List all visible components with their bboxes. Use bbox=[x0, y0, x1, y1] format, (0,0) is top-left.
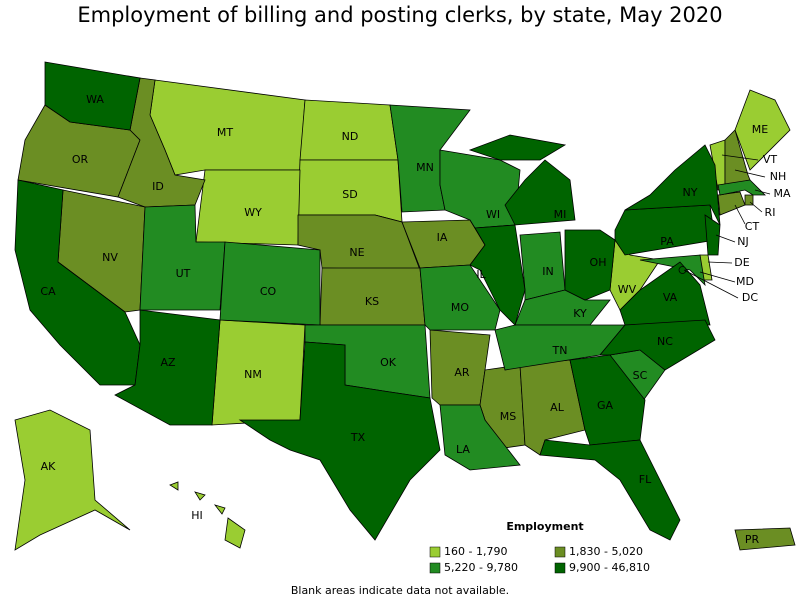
legend-swatch bbox=[554, 546, 566, 558]
state-label: IL bbox=[476, 268, 486, 281]
state-shape bbox=[624, 144, 721, 226]
state-shape bbox=[678, 266, 687, 274]
state-label: MN bbox=[416, 161, 434, 174]
leader-line bbox=[699, 271, 736, 283]
state-label: TX bbox=[350, 431, 366, 444]
state-shape bbox=[469, 224, 526, 326]
state-shape bbox=[439, 149, 521, 229]
state-shape bbox=[44, 61, 141, 131]
state-label: ID bbox=[152, 180, 164, 193]
leader-line bbox=[707, 261, 733, 264]
state-label: VT bbox=[763, 153, 778, 166]
legend-label: 9,900 - 46,810 bbox=[569, 561, 650, 574]
leader-line bbox=[683, 269, 739, 299]
state-label: NM bbox=[244, 368, 262, 381]
state-label: TN bbox=[552, 344, 568, 357]
legend-title: Employment bbox=[506, 520, 583, 533]
legend: 160 - 1,790 1,830 - 5,020 5,220 - 9,780 9,9… bbox=[429, 545, 650, 574]
state-label: NE bbox=[349, 246, 364, 259]
state-label: CA bbox=[40, 285, 56, 298]
state-label: VA bbox=[663, 291, 678, 304]
state-label: CT bbox=[745, 220, 760, 233]
state-label: RI bbox=[765, 206, 776, 219]
state-label: MS bbox=[500, 410, 516, 423]
state-label: ME bbox=[752, 123, 768, 136]
legend-label: 5,220 - 9,780 bbox=[444, 561, 518, 574]
state-label: NV bbox=[102, 251, 118, 264]
state-label: MA bbox=[773, 187, 790, 200]
state-label: PA bbox=[660, 235, 674, 248]
state-shape bbox=[599, 319, 716, 371]
state-label: AL bbox=[550, 401, 565, 414]
state-label: NY bbox=[683, 186, 698, 199]
state-label: AZ bbox=[160, 356, 176, 369]
state-shape bbox=[564, 229, 616, 301]
state-label: MT bbox=[217, 126, 233, 139]
state-shape bbox=[704, 214, 721, 256]
state-label: SD bbox=[342, 188, 357, 201]
state-shape bbox=[219, 241, 321, 326]
state-label: IA bbox=[437, 231, 448, 244]
state-label: AK bbox=[41, 460, 57, 473]
state-shape bbox=[468, 134, 576, 226]
leader-line bbox=[721, 154, 759, 161]
leader-line bbox=[715, 234, 736, 243]
state-label: WI bbox=[486, 208, 500, 221]
state-label: WY bbox=[244, 206, 262, 219]
state-label: GA bbox=[597, 399, 614, 412]
state-shape bbox=[14, 409, 131, 551]
state-label: ND bbox=[342, 130, 359, 143]
state-shape bbox=[539, 439, 681, 541]
legend-label: 160 - 1,790 bbox=[444, 545, 507, 558]
leader-line bbox=[734, 169, 766, 178]
state-label: NC bbox=[657, 335, 673, 348]
state-label: HI bbox=[191, 509, 203, 522]
state-labels: MT ND SD WY NM AK HI ME VT WV DE OR ID NV NE IA KS AR MS AL… bbox=[40, 93, 791, 546]
state-shape bbox=[439, 404, 521, 471]
leader-line bbox=[734, 204, 746, 225]
state-label: IN bbox=[542, 265, 553, 278]
legend-swatch bbox=[429, 562, 441, 574]
state-label: OK bbox=[380, 356, 397, 369]
map-title: Employment of billing and posting clerks… bbox=[77, 3, 722, 27]
state-label: LA bbox=[456, 443, 470, 456]
state-label: SC bbox=[633, 369, 648, 382]
leader-line bbox=[749, 201, 763, 213]
state-shape bbox=[734, 527, 796, 551]
state-shape bbox=[117, 77, 206, 208]
state-label: DE bbox=[734, 256, 749, 269]
legend-swatch bbox=[429, 546, 441, 558]
state-label: MI bbox=[554, 208, 567, 221]
leader-lines bbox=[683, 154, 771, 299]
leader-line bbox=[754, 189, 771, 195]
state-label: KY bbox=[573, 307, 587, 320]
state-label: MD bbox=[736, 275, 754, 288]
state-label: WA bbox=[86, 93, 104, 106]
state-label: KS bbox=[365, 295, 379, 308]
state-label: UT bbox=[176, 267, 191, 280]
state-label: AR bbox=[454, 366, 470, 379]
state-label: WV bbox=[618, 283, 637, 296]
state-label: MO bbox=[451, 301, 469, 314]
state-shape bbox=[734, 89, 791, 171]
state-label: PR bbox=[745, 533, 760, 546]
state-label: NJ bbox=[737, 235, 748, 248]
footnote: Blank areas indicate data not available. bbox=[291, 584, 509, 597]
state-label: OR bbox=[72, 153, 89, 166]
legend-swatch bbox=[554, 562, 566, 574]
states bbox=[14, 61, 796, 551]
state-label: FL bbox=[639, 473, 652, 486]
state-shape bbox=[169, 481, 246, 549]
state-label: CO bbox=[260, 285, 277, 298]
legend-label: 1,830 - 5,020 bbox=[569, 545, 643, 558]
state-shape bbox=[717, 191, 746, 216]
state-shape bbox=[114, 309, 221, 426]
state-label: NH bbox=[770, 170, 787, 183]
state-shape bbox=[238, 341, 441, 541]
state-label: OH bbox=[590, 256, 607, 269]
state-shape bbox=[717, 179, 766, 196]
state-label: DC bbox=[742, 291, 758, 304]
